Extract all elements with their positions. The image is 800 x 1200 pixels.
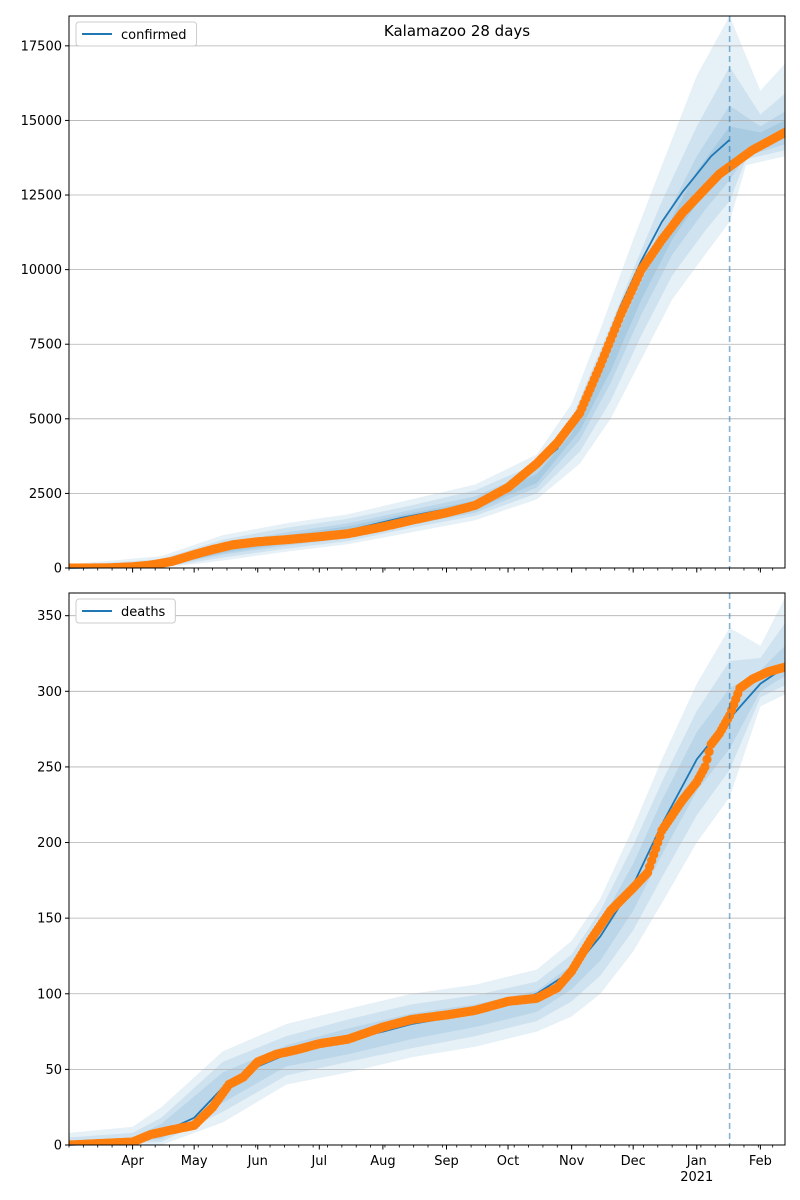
y-tick-label: 15000 xyxy=(21,114,62,129)
y-tick-label: 17500 xyxy=(21,39,62,54)
confirmed-y-ticks: 0 2500 5000 7500 10000 12500 15000 17500 xyxy=(21,39,69,577)
x-tick-label: May xyxy=(181,1154,208,1169)
y-tick-label: 250 xyxy=(37,760,62,775)
x-tick-label: Jul xyxy=(310,1154,327,1169)
observed-point xyxy=(780,662,785,672)
x-tick-label: Apr xyxy=(121,1154,144,1169)
confirmed-panel: 0 2500 5000 7500 10000 12500 15000 17500 Kalama… xyxy=(21,15,786,577)
confirmed-axes xyxy=(68,15,786,569)
observed-point xyxy=(780,127,785,137)
confirmed-x-ticks xyxy=(68,568,774,573)
forecast-band-3 xyxy=(69,120,785,568)
x-tick-label: Jun xyxy=(247,1154,268,1169)
y-tick-label: 7500 xyxy=(29,338,62,353)
y-tick-label: 350 xyxy=(37,609,62,624)
observed-point xyxy=(702,754,712,764)
x-tick-label: Nov xyxy=(559,1154,585,1169)
forecast-band-0 xyxy=(69,597,785,1145)
y-tick-label: 0 xyxy=(54,562,62,577)
y-tick-label: 10000 xyxy=(21,263,62,278)
legend-box xyxy=(75,21,198,47)
y-tick-label: 50 xyxy=(45,1063,62,1078)
x-tick-label: Sep xyxy=(434,1154,459,1169)
y-tick-label: 12500 xyxy=(21,189,62,204)
forecast-band-2 xyxy=(69,105,785,568)
x-tick-label: Jan xyxy=(686,1154,707,1169)
forecast-band-0 xyxy=(69,16,785,568)
y-tick-label: 300 xyxy=(37,685,62,700)
chart-title: Kalamazoo 28 days xyxy=(384,22,530,40)
x-tick-label: Dec xyxy=(621,1154,646,1169)
deaths-observed-points xyxy=(69,662,785,1145)
confirmed-observed-points xyxy=(69,127,785,568)
y-tick-label: 5000 xyxy=(29,412,62,427)
deaths-axes xyxy=(68,592,786,1146)
axes-frame xyxy=(68,592,786,1146)
deaths-legend: deaths xyxy=(75,598,176,624)
y-tick-label: 150 xyxy=(37,912,62,927)
confirmed-legend: confirmed xyxy=(75,21,198,47)
x-tick-year-label: 2021 xyxy=(680,1170,713,1185)
x-tick-label: Aug xyxy=(370,1154,395,1169)
y-tick-label: 0 xyxy=(54,1139,62,1154)
legend-box xyxy=(75,598,176,624)
x-tick-label: Oct xyxy=(497,1154,519,1169)
legend-entry-confirmed: confirmed xyxy=(121,28,187,43)
observed-point xyxy=(700,762,710,772)
deaths-panel: 0 50 100 150 200 250 300 350 Apr May Jun Jul Aug Sep… xyxy=(37,592,786,1185)
forecast-band-1 xyxy=(69,66,785,568)
x-tick-label: Feb xyxy=(749,1154,772,1169)
observed-point xyxy=(704,747,714,757)
y-tick-label: 100 xyxy=(37,987,62,1002)
y-tick-label: 2500 xyxy=(29,487,62,502)
deaths-y-ticks: 0 50 100 150 200 250 300 350 xyxy=(37,609,69,1154)
legend-entry-deaths: deaths xyxy=(121,605,166,620)
y-tick-label: 200 xyxy=(37,836,62,851)
confirmed-forecast-bands xyxy=(69,16,785,568)
axes-frame xyxy=(68,15,786,569)
